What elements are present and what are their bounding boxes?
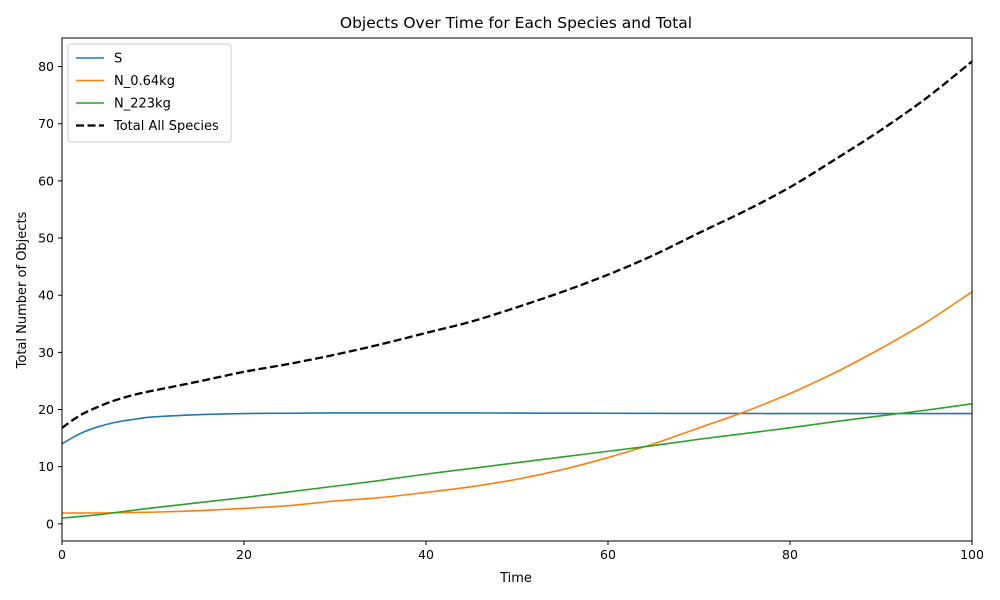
legend-box [67, 43, 232, 143]
legend-label-total-all-species: Total All Species [113, 119, 219, 134]
x-tick-label: 100 [960, 547, 984, 562]
chart-title: Objects Over Time for Each Species and T… [340, 14, 692, 32]
axes-frame [61, 37, 973, 542]
series-line-total-all-species [62, 60, 972, 429]
y-tick-label: 10 [38, 459, 54, 474]
y-tick-label: 70 [38, 116, 54, 131]
y-tick-label: 40 [38, 288, 54, 303]
series-line-n-0-64kg [62, 291, 972, 514]
y-tick-label: 60 [38, 173, 54, 188]
y-axis-label: Total Number of Objects [15, 211, 30, 369]
y-tick-label: 30 [38, 345, 54, 360]
series-group [62, 60, 972, 519]
series-layer [62, 60, 972, 519]
x-axis-label: Time [499, 571, 532, 586]
legend: S N_0.64kg N_223kg Total All Species [67, 43, 232, 143]
y-tick-label: 20 [38, 402, 54, 417]
series-line-s [62, 412, 972, 445]
axes-layer: 0 20 40 60 80 100 0 10 20 30 40 50 60 70 80 [38, 37, 984, 562]
legend-label-n-0-64kg: N_0.64kg [114, 74, 175, 89]
x-tick-label: 40 [418, 547, 434, 562]
x-tick-label: 60 [600, 547, 616, 562]
y-tick-label: 0 [46, 516, 54, 531]
x-tick-label: 80 [782, 547, 798, 562]
legend-label-n-223kg: N_223kg [114, 97, 171, 112]
legend-label-s: S [114, 52, 122, 67]
y-tick-label: 80 [38, 59, 54, 74]
series-line-n-223kg [62, 403, 972, 519]
x-tick-label: 0 [58, 547, 66, 562]
y-tick-label: 50 [38, 231, 54, 246]
x-tick-label: 20 [236, 547, 252, 562]
